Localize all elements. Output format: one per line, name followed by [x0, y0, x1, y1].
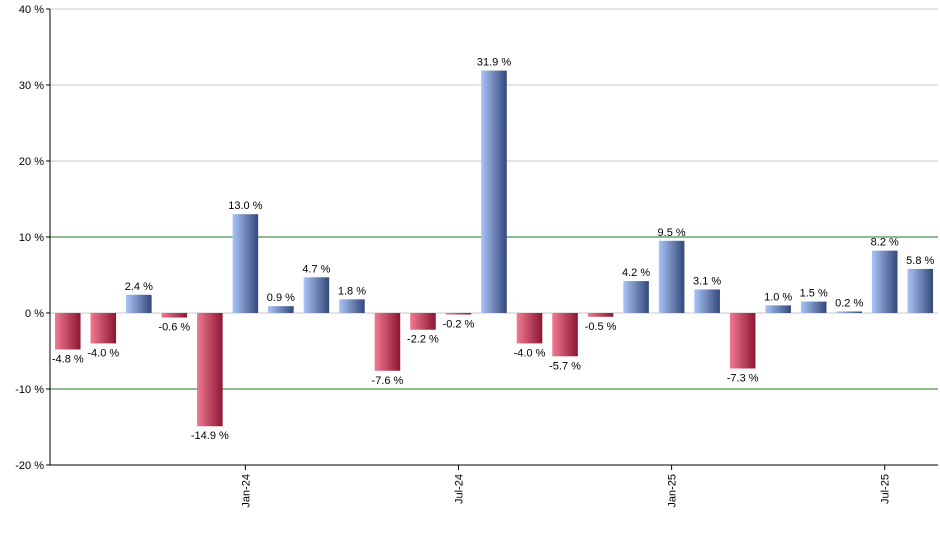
- bar: [445, 313, 472, 315]
- bar: [268, 306, 294, 313]
- bar: [303, 277, 330, 313]
- y-tick-label: 30 %: [19, 80, 44, 92]
- data-labels: -4.8 %-4.0 %2.4 %-0.6 %-14.9 %13.0 %0.9 …: [52, 57, 935, 443]
- y-tick-labels: 40 % 30 % 20 % 10 % 0 % -10 % -20 %: [15, 4, 44, 472]
- data-label: -4.0 %: [514, 347, 546, 359]
- data-label: 3.1 %: [693, 275, 721, 287]
- data-label: -2.2 %: [407, 334, 439, 346]
- y-tick-label: 20 %: [19, 156, 44, 168]
- data-label: 2.4 %: [125, 281, 153, 293]
- x-tick-label: Jan-24: [240, 474, 252, 508]
- data-label: -0.6 %: [158, 322, 190, 334]
- data-label: 0.2 %: [835, 297, 863, 309]
- data-label: 0.9 %: [267, 292, 295, 304]
- bar: [126, 294, 152, 313]
- data-label: -14.9 %: [191, 430, 229, 442]
- bar: [481, 70, 507, 313]
- bar: [694, 289, 720, 313]
- data-label: 5.8 %: [906, 255, 934, 267]
- data-label: -4.8 %: [52, 353, 84, 365]
- data-label: 4.7 %: [302, 263, 330, 275]
- data-label: -7.6 %: [372, 375, 404, 387]
- data-label: 9.5 %: [658, 227, 686, 239]
- x-tick-label: Jan-25: [667, 474, 679, 508]
- data-label: 1.0 %: [764, 291, 792, 303]
- data-label: -7.3 %: [727, 372, 759, 384]
- data-label: 4.2 %: [622, 267, 650, 279]
- x-tick-label: Jul-24: [453, 474, 465, 504]
- data-label: -0.2 %: [443, 319, 475, 331]
- bar: [729, 313, 756, 369]
- bar: [90, 313, 117, 344]
- data-label: -5.7 %: [549, 360, 581, 372]
- data-label: 8.2 %: [871, 237, 899, 249]
- bar: [197, 313, 223, 427]
- x-tick-labels: Jan-24 Jul-24 Jan-25 Jul-25: [240, 474, 891, 508]
- bar: [54, 313, 81, 350]
- data-label: 1.8 %: [338, 285, 366, 297]
- bar: [161, 313, 188, 318]
- bar: [552, 313, 578, 357]
- bar: [232, 214, 259, 313]
- x-tick-label: Jul-25: [880, 474, 892, 504]
- y-tick-label: -20 %: [15, 460, 44, 472]
- bar: [765, 305, 791, 313]
- data-label: 31.9 %: [477, 57, 511, 69]
- y-tick-label: 0 %: [25, 308, 44, 320]
- bar: [907, 268, 934, 313]
- bar: [623, 281, 649, 313]
- bar: [800, 301, 827, 313]
- bar: [658, 240, 685, 313]
- y-tick-label: 40 %: [19, 4, 44, 16]
- bar: [516, 313, 543, 344]
- data-label: 13.0 %: [228, 200, 262, 212]
- axes: [49, 9, 938, 470]
- bars: [54, 70, 934, 427]
- y-tick-label: -10 %: [15, 384, 44, 396]
- data-label: 1.5 %: [800, 288, 828, 300]
- y-tick-label: 10 %: [19, 232, 44, 244]
- bar: [587, 313, 614, 317]
- bar: [836, 311, 862, 313]
- bar: [871, 250, 898, 313]
- bar: [410, 313, 436, 330]
- data-label: -4.0 %: [87, 347, 119, 359]
- bar: [339, 299, 365, 313]
- data-label: -0.5 %: [585, 321, 617, 333]
- bar: [374, 313, 401, 371]
